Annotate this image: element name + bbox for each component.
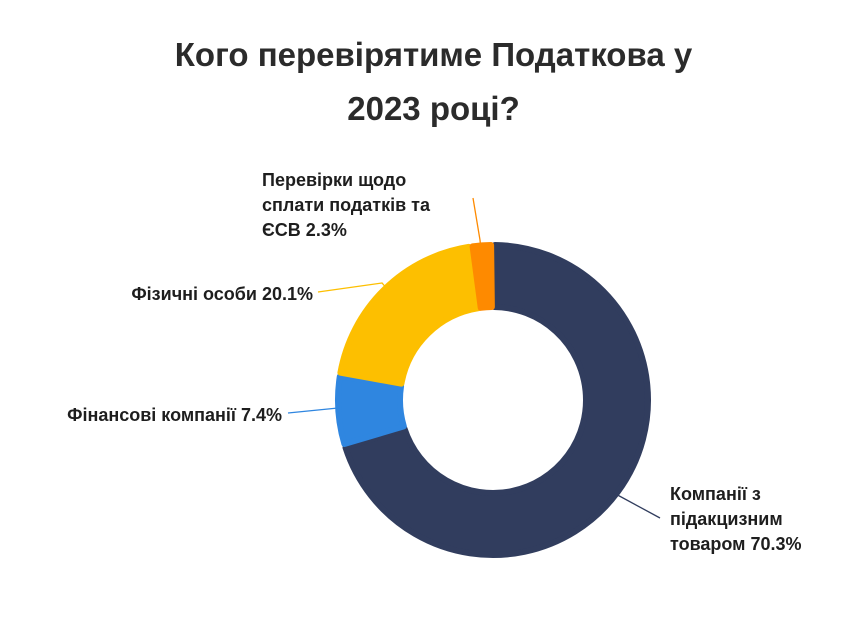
donut-slice-3 — [337, 243, 482, 387]
slice-label-4: Перевірки щодо сплати податків та ЄСВ 2.3% — [262, 170, 431, 240]
donut-slice-1 — [342, 242, 651, 558]
slice-label-2: Фінансові компанії 7.4% — [67, 405, 282, 425]
slice-label-4-line-2: сплати податків та — [262, 195, 431, 215]
slice-label-3-line-1: Фізичні особи 20.1% — [131, 284, 313, 304]
leader-line-3 — [317, 282, 389, 293]
slice-label-group-1: Компанії з підакцизним товаром 70.3% — [611, 484, 802, 554]
slice-label-1-line-2: підакцизним — [670, 509, 783, 529]
leader-line-4 — [472, 197, 482, 251]
chart-title: Кого перевірятиме Податкова у 2023 році? — [0, 28, 867, 136]
leader-line-2 — [287, 407, 339, 414]
slice-label-group-4: Перевірки щодо сплати податків та ЄСВ 2.3% — [262, 170, 482, 251]
slice-label-group-3: Фізичні особи 20.1% — [131, 282, 389, 304]
slice-label-group-2: Фінансові компанії 7.4% — [67, 405, 339, 425]
slice-label-1-line-3: товаром 70.3% — [670, 534, 802, 554]
slice-label-2-line-1: Фінансові компанії 7.4% — [67, 405, 282, 425]
leader-line-1 — [611, 491, 661, 519]
donut-slice-2 — [335, 373, 407, 447]
slice-label-1-line-1: Компанії з — [670, 484, 761, 504]
donut-slice-4 — [469, 242, 495, 311]
slice-label-1: Компанії з підакцизним товаром 70.3% — [670, 484, 802, 554]
slice-label-4-line-1: Перевірки щодо — [262, 170, 406, 190]
donut-ring — [335, 242, 651, 558]
slice-label-3: Фізичні особи 20.1% — [131, 284, 313, 304]
chart-title-line-1: Кого перевірятиме Податкова у — [174, 36, 693, 73]
chart-title-line-2: 2023 році? — [347, 90, 520, 127]
slice-label-4-line-3: ЄСВ 2.3% — [262, 220, 347, 240]
